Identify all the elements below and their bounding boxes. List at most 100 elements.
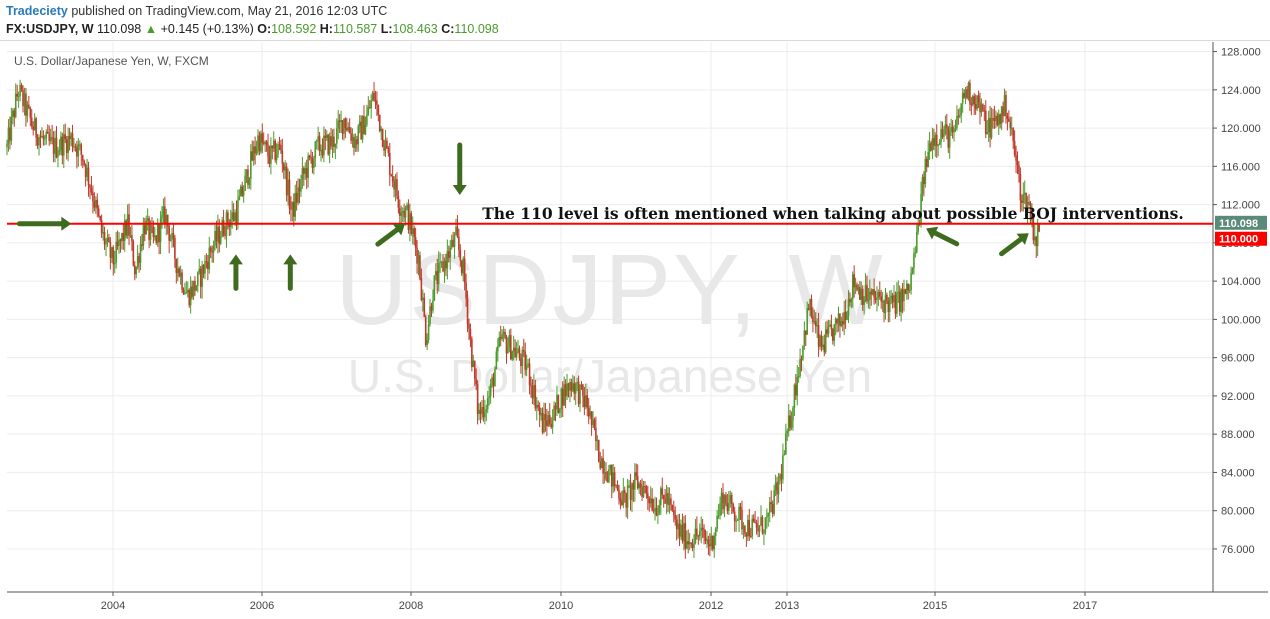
- candle-body: [458, 236, 460, 251]
- candle-body: [999, 114, 1001, 124]
- candle-body: [957, 116, 960, 118]
- candle-body: [282, 163, 285, 171]
- candle-body: [371, 92, 374, 101]
- candle-body: [432, 300, 434, 311]
- candle-body: [96, 199, 99, 209]
- candle-body: [1018, 165, 1020, 175]
- candle-body: [567, 383, 570, 391]
- last-price-tag: 110.098: [1215, 215, 1267, 230]
- candle-body: [28, 104, 30, 108]
- candle-body: [920, 193, 922, 225]
- candle-body: [790, 420, 793, 428]
- candle-body: [826, 329, 828, 334]
- candle-body: [917, 223, 920, 232]
- candle-body: [442, 261, 444, 272]
- candle-body: [711, 535, 714, 550]
- y-tick-label: 76.000: [1221, 544, 1255, 556]
- candle-body: [324, 135, 327, 139]
- candle-body: [198, 268, 201, 273]
- candle-body: [445, 260, 447, 269]
- candle-body: [1032, 214, 1035, 241]
- candle-body: [1019, 174, 1022, 201]
- candle-body: [327, 134, 329, 155]
- candle-body: [563, 384, 565, 406]
- candle-body: [262, 142, 265, 144]
- header-divider: [0, 40, 1270, 41]
- close-value: 110.098: [454, 22, 499, 36]
- candle-body: [593, 419, 596, 428]
- candle-body: [388, 152, 391, 175]
- candle-body: [839, 313, 841, 326]
- price-chart[interactable]: USDJPY, W U.S. Dollar/Japanese Yen The 1…: [0, 42, 1270, 619]
- symbol-label[interactable]: FX:USDJPY, W: [6, 22, 94, 36]
- candle-body: [860, 288, 863, 300]
- candle-body: [787, 415, 790, 431]
- candle-body: [361, 116, 364, 140]
- candle-body: [829, 324, 831, 327]
- candle-body: [288, 179, 291, 209]
- candle-body: [647, 493, 649, 499]
- candle-body: [720, 492, 723, 504]
- candle-body: [370, 100, 372, 109]
- candle-body: [714, 528, 717, 537]
- candle-body: [116, 241, 119, 247]
- candle-body: [141, 244, 143, 246]
- candle-body: [906, 283, 908, 294]
- candle-body: [162, 206, 165, 215]
- candle-body: [77, 144, 80, 157]
- candle-body: [649, 498, 652, 504]
- candle-body: [138, 256, 140, 264]
- candle-body: [938, 142, 941, 145]
- candle-body: [386, 140, 388, 149]
- candle-body: [810, 299, 813, 317]
- candles: [6, 79, 1040, 559]
- candle-body: [168, 226, 170, 241]
- candle-body: [417, 255, 420, 264]
- candle-body: [850, 299, 853, 303]
- candle-body: [817, 324, 820, 347]
- candle-body: [580, 384, 583, 386]
- candle-body: [976, 95, 978, 110]
- candle-body: [217, 226, 219, 242]
- candle-body: [36, 137, 39, 146]
- candle-body: [456, 226, 459, 237]
- candle-body: [915, 231, 918, 253]
- author-link[interactable]: Tradeciety: [6, 4, 68, 18]
- candle-body: [399, 207, 401, 216]
- candle-body: [148, 218, 150, 240]
- candle-body: [691, 544, 694, 548]
- candle-body: [462, 258, 465, 274]
- y-tick-label: 88.000: [1221, 429, 1255, 441]
- candle-body: [971, 96, 974, 106]
- candle-body: [320, 149, 322, 152]
- candle-body: [109, 242, 112, 258]
- candle-body: [176, 268, 179, 274]
- candle-body: [767, 512, 770, 517]
- candle-body: [873, 289, 875, 298]
- candle-body: [703, 529, 705, 538]
- candle-body: [19, 85, 21, 97]
- candle-body: [687, 541, 690, 545]
- candle-body: [898, 291, 901, 312]
- candle-body: [557, 395, 560, 413]
- candle-body: [752, 518, 755, 523]
- candle-body: [931, 138, 934, 151]
- candle-body: [195, 285, 198, 291]
- candle-body: [970, 103, 973, 106]
- candle-body: [202, 265, 205, 274]
- candle-body: [755, 523, 758, 528]
- candle-body: [900, 289, 902, 312]
- candle-body: [849, 299, 851, 303]
- candle-body: [1013, 140, 1016, 156]
- candle-body: [333, 136, 335, 148]
- candle-body: [605, 471, 607, 480]
- candle-body: [547, 415, 550, 426]
- candle-body: [73, 146, 75, 148]
- candle-body: [416, 247, 418, 264]
- candle-body: [149, 225, 152, 240]
- x-tick-label: 2008: [399, 600, 423, 612]
- candle-body: [328, 136, 331, 155]
- candle-body: [880, 296, 883, 302]
- candle-body: [476, 384, 479, 414]
- candle-body: [997, 114, 1000, 126]
